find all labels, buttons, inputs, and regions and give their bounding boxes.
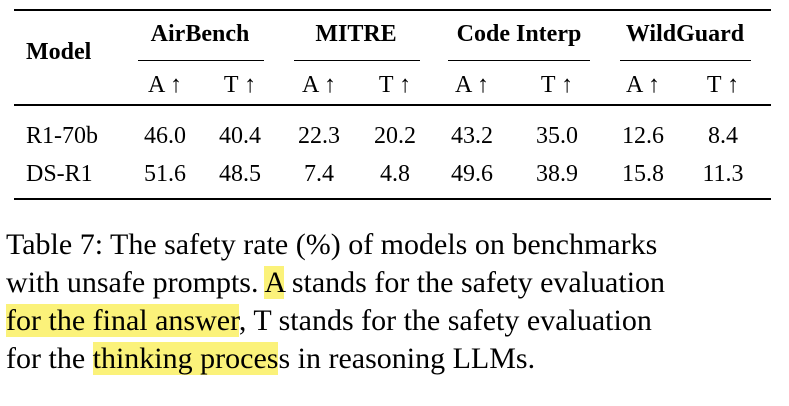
subheader-t: T ↑ [378, 72, 412, 98]
caption-text: for the [6, 342, 93, 375]
caption-line: with unsafe prompts. A stands for the sa… [6, 264, 786, 302]
table-cell: 38.9 [536, 161, 578, 187]
caption-text: with unsafe prompts. [6, 266, 265, 299]
cmidrule-mitre [294, 60, 420, 61]
table-bottom-rule [14, 198, 771, 200]
table-cell: 51.6 [144, 161, 186, 187]
caption-line: for the thinking process in reasoning LL… [6, 340, 786, 378]
table-cell: 8.4 [708, 123, 738, 149]
benchmark-header-code-interp: Code Interp [456, 21, 582, 47]
table-top-rule [14, 9, 771, 11]
subheader-t: T ↑ [706, 72, 740, 98]
table-cell: 4.8 [380, 161, 410, 187]
caption-text: stands for the safety evaluation [284, 266, 666, 299]
table-caption: Table 7: The safety rate (%) of models o… [6, 226, 786, 378]
table-cell: 48.5 [219, 161, 261, 187]
benchmark-header-airbench: AirBench [150, 21, 250, 47]
subheader-a: A ↑ [454, 72, 490, 98]
model-column-header: Model [26, 39, 92, 65]
caption-text: Table 7: The safety rate (%) of models o… [6, 228, 658, 261]
table-mid-rule [14, 104, 771, 106]
highlighted-text: thinking proces [92, 342, 279, 375]
table-cell: 12.6 [622, 123, 664, 149]
table-cell: 15.8 [622, 161, 664, 187]
row-model-label: DS-R1 [26, 161, 93, 187]
subheader-t: T ↑ [540, 72, 574, 98]
subheader-t: T ↑ [223, 72, 257, 98]
caption-text: , T stands for the safety evaluation [238, 304, 652, 337]
caption-line: Table 7: The safety rate (%) of models o… [6, 226, 786, 264]
benchmark-header-mitre: MITRE [315, 21, 397, 47]
highlighted-text: A [264, 266, 285, 299]
table-cell: 40.4 [219, 123, 261, 149]
table-cell: 43.2 [451, 123, 493, 149]
cmidrule-airbench [138, 60, 264, 61]
caption-text: s in reasoning LLMs. [278, 342, 536, 375]
cmidrule-code-interp [448, 60, 590, 61]
row-model-label: R1-70b [26, 123, 98, 149]
table-cell: 7.4 [304, 161, 334, 187]
caption-line: for the final answer, T stands for the s… [6, 302, 786, 340]
table-cell: 22.3 [298, 123, 340, 149]
table-cell: 49.6 [451, 161, 493, 187]
table-cell: 11.3 [702, 161, 744, 187]
table-cell: 35.0 [536, 123, 578, 149]
benchmark-header-wildguard: WildGuard [625, 21, 745, 47]
subheader-a: A ↑ [625, 72, 661, 98]
table-cell: 46.0 [144, 123, 186, 149]
subheader-a: A ↑ [301, 72, 337, 98]
cmidrule-wildguard [620, 60, 751, 61]
subheader-a: A ↑ [147, 72, 183, 98]
table-cell: 20.2 [374, 123, 416, 149]
highlighted-text: for the final answer [6, 304, 239, 337]
